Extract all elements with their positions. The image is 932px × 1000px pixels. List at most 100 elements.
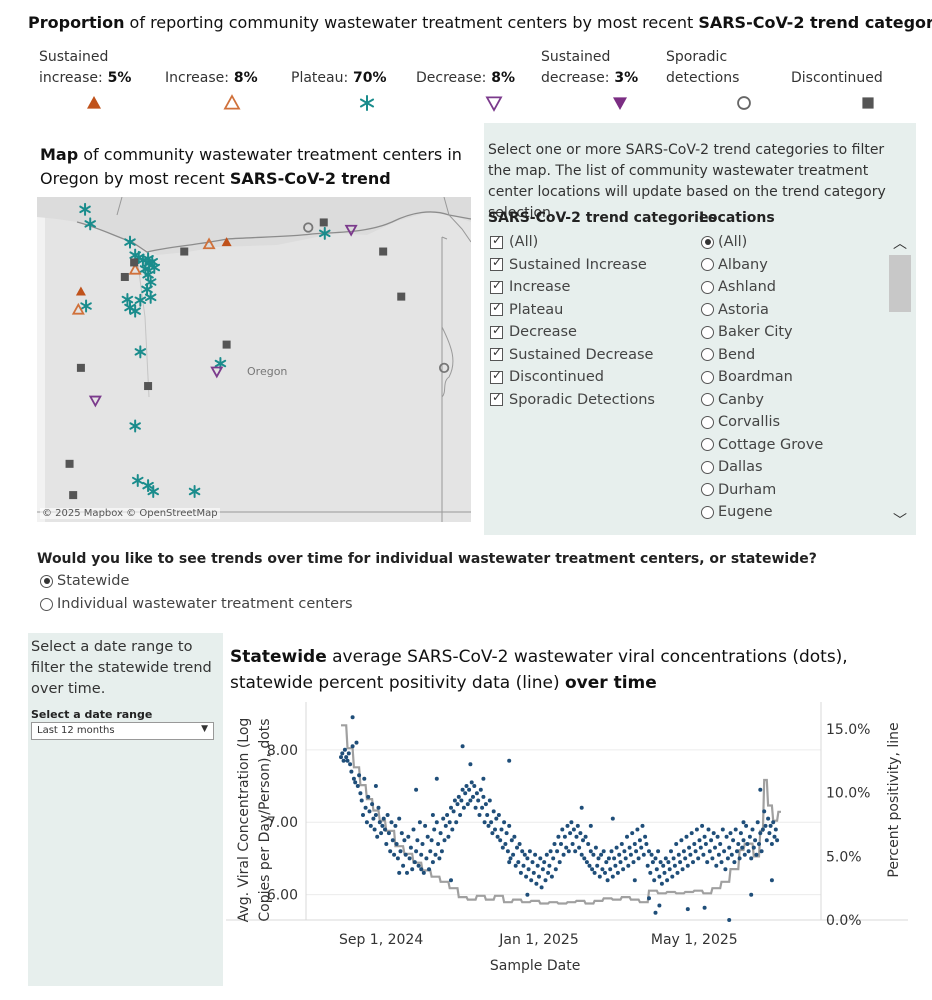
checkbox[interactable] bbox=[490, 300, 503, 316]
map-marker-square[interactable] bbox=[397, 292, 406, 301]
radio-button[interactable] bbox=[701, 235, 714, 249]
map-marker-tri-up-filled[interactable] bbox=[75, 286, 86, 296]
concentration-dot[interactable] bbox=[715, 834, 720, 839]
concentration-dot[interactable] bbox=[725, 856, 730, 861]
concentration-dot[interactable] bbox=[670, 874, 675, 879]
concentration-dot[interactable] bbox=[403, 852, 408, 857]
map-credit[interactable]: © 2025 Mapbox © OpenStreetMap bbox=[40, 508, 220, 519]
concentration-dot[interactable] bbox=[373, 813, 378, 817]
concentration-dot[interactable] bbox=[583, 834, 588, 839]
concentration-dot[interactable] bbox=[771, 820, 776, 825]
map-marker-square[interactable] bbox=[120, 272, 129, 281]
map-marker-asterisk[interactable] bbox=[79, 202, 91, 216]
concentration-dot[interactable] bbox=[702, 834, 707, 839]
concentration-dot[interactable] bbox=[372, 827, 377, 832]
radio-button[interactable] bbox=[701, 258, 714, 271]
concentration-dot[interactable] bbox=[571, 827, 576, 832]
concentration-dot[interactable] bbox=[438, 831, 443, 836]
concentration-dot[interactable] bbox=[546, 870, 551, 875]
concentration-dot[interactable] bbox=[652, 878, 657, 883]
concentration-dot[interactable] bbox=[417, 820, 422, 825]
concentration-dot[interactable] bbox=[587, 863, 592, 868]
map-marker-tri-up-open[interactable] bbox=[202, 237, 216, 250]
concentration-dot[interactable] bbox=[645, 863, 650, 868]
concentration-dot[interactable] bbox=[623, 856, 628, 861]
location-radio-row[interactable]: (All) bbox=[701, 232, 747, 252]
concentration-dot[interactable] bbox=[433, 852, 438, 857]
concentration-dot[interactable] bbox=[772, 834, 777, 839]
concentration-dot[interactable] bbox=[465, 802, 470, 807]
concentration-dot[interactable] bbox=[376, 805, 381, 810]
concentration-dot[interactable] bbox=[555, 849, 560, 854]
concentration-dot[interactable] bbox=[632, 842, 637, 846]
concentration-dot[interactable] bbox=[769, 878, 774, 883]
location-radio-row[interactable]: Canby bbox=[701, 390, 764, 410]
concentration-dot[interactable] bbox=[443, 823, 448, 828]
concentration-dot[interactable] bbox=[480, 805, 485, 810]
concentration-dot[interactable] bbox=[463, 791, 468, 796]
concentration-dot[interactable] bbox=[450, 827, 455, 832]
location-radio-row[interactable]: Baker City bbox=[701, 322, 793, 342]
concentration-dot[interactable] bbox=[529, 878, 534, 883]
concentration-dot[interactable] bbox=[590, 867, 595, 872]
positivity-line[interactable] bbox=[341, 724, 781, 905]
concentration-dot[interactable] bbox=[446, 834, 451, 839]
map-marker-tri-up-open[interactable] bbox=[128, 262, 142, 275]
concentration-dot[interactable] bbox=[568, 831, 573, 836]
concentration-dot[interactable] bbox=[634, 849, 639, 854]
concentration-dot[interactable] bbox=[533, 852, 538, 857]
concentration-dot[interactable] bbox=[758, 787, 763, 792]
concentration-dot[interactable] bbox=[582, 856, 587, 861]
concentration-dot[interactable] bbox=[363, 805, 368, 810]
location-radio-row[interactable]: Albany bbox=[701, 255, 768, 275]
concentration-dot[interactable] bbox=[419, 867, 424, 872]
concentration-dot[interactable] bbox=[552, 842, 557, 846]
map-marker-tri-down-open[interactable] bbox=[88, 395, 102, 408]
concentration-dot[interactable] bbox=[493, 827, 497, 832]
concentration-dot[interactable] bbox=[471, 794, 475, 799]
concentration-dot[interactable] bbox=[517, 842, 522, 846]
concentration-dot[interactable] bbox=[414, 849, 419, 854]
concentration-dot[interactable] bbox=[425, 834, 430, 839]
concentration-dot[interactable] bbox=[459, 798, 464, 803]
concentration-dot[interactable] bbox=[716, 852, 721, 857]
concentration-dot[interactable] bbox=[379, 831, 384, 836]
concentration-dot[interactable] bbox=[732, 860, 737, 865]
concentration-dot[interactable] bbox=[339, 755, 343, 760]
concentration-dot[interactable] bbox=[461, 805, 466, 810]
concentration-dot[interactable] bbox=[691, 860, 695, 865]
concentration-dot[interactable] bbox=[713, 845, 717, 850]
concentration-dot[interactable] bbox=[731, 838, 736, 843]
concentration-dot[interactable] bbox=[636, 856, 641, 861]
concentration-dot[interactable] bbox=[703, 842, 708, 846]
concentration-dot[interactable] bbox=[505, 849, 510, 854]
location-radio-row[interactable]: Eugene bbox=[701, 502, 773, 522]
concentration-dot[interactable] bbox=[578, 831, 583, 836]
oregon-map[interactable]: Oregon bbox=[37, 197, 471, 522]
checkbox[interactable] bbox=[490, 233, 503, 249]
concentration-dot[interactable] bbox=[760, 827, 765, 832]
concentration-dot[interactable] bbox=[408, 845, 413, 850]
radio-button[interactable] bbox=[701, 438, 714, 451]
map-marker-tri-up-open[interactable] bbox=[71, 302, 85, 315]
radio-button[interactable] bbox=[701, 415, 714, 429]
concentration-dot[interactable] bbox=[373, 784, 378, 788]
concentration-dot[interactable] bbox=[671, 856, 676, 861]
concentration-dot[interactable] bbox=[667, 867, 672, 872]
concentration-dot[interactable] bbox=[773, 827, 778, 832]
concentration-dot[interactable] bbox=[467, 787, 472, 792]
trend-chart[interactable]: 8.00 7.00 6.00 15.0% 10.0% 5.0% 0.0% Sep 1, 202… bbox=[226, 698, 916, 983]
concentration-dot[interactable] bbox=[619, 842, 624, 846]
concentration-dot[interactable] bbox=[406, 834, 411, 839]
concentration-dot[interactable] bbox=[687, 845, 692, 850]
concentration-dot[interactable] bbox=[410, 867, 415, 872]
map-marker-square[interactable] bbox=[144, 382, 153, 391]
concentration-dot[interactable] bbox=[737, 856, 742, 861]
concentration-dot[interactable] bbox=[574, 834, 579, 839]
map-marker-square[interactable] bbox=[65, 459, 74, 468]
concentration-dot[interactable] bbox=[553, 867, 558, 872]
concentration-dot[interactable] bbox=[451, 809, 456, 814]
concentration-dot[interactable] bbox=[565, 823, 570, 828]
statewide-option[interactable]: Statewide bbox=[40, 571, 129, 591]
concentration-dot[interactable] bbox=[482, 820, 487, 825]
